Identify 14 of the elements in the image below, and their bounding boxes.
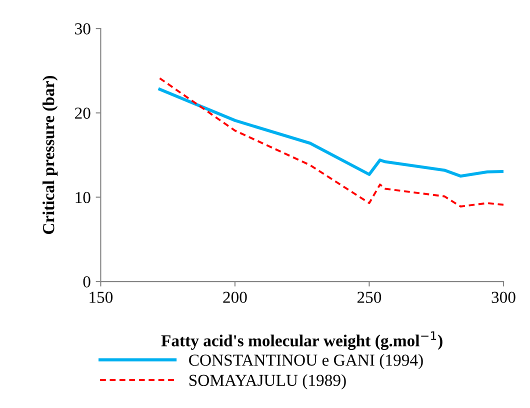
x-tick-label: 250 (357, 292, 382, 303)
line-series (158, 88, 504, 178)
y-tick-label: 10 (76, 192, 90, 204)
y-tick-label: 0 (83, 276, 90, 288)
y-tick-label: 30 (75, 23, 90, 35)
line-series (158, 77, 504, 208)
legend-label: CONSTANTINOU e GANI (1994) (189, 354, 423, 370)
y-axis-title: Critical pressure (bar) (42, 76, 58, 234)
x-tick-label: 150 (90, 292, 113, 303)
x-axis-title: Fatty acid's molecular weight (g.mol$^{−1}$) (161, 331, 442, 350)
x-tick-label: 200 (223, 292, 247, 303)
legend-label: SOMAYAJULU (1989) (190, 374, 346, 390)
y-tick-label: 20 (75, 108, 90, 119)
x-tick-label: 300 (492, 292, 516, 303)
